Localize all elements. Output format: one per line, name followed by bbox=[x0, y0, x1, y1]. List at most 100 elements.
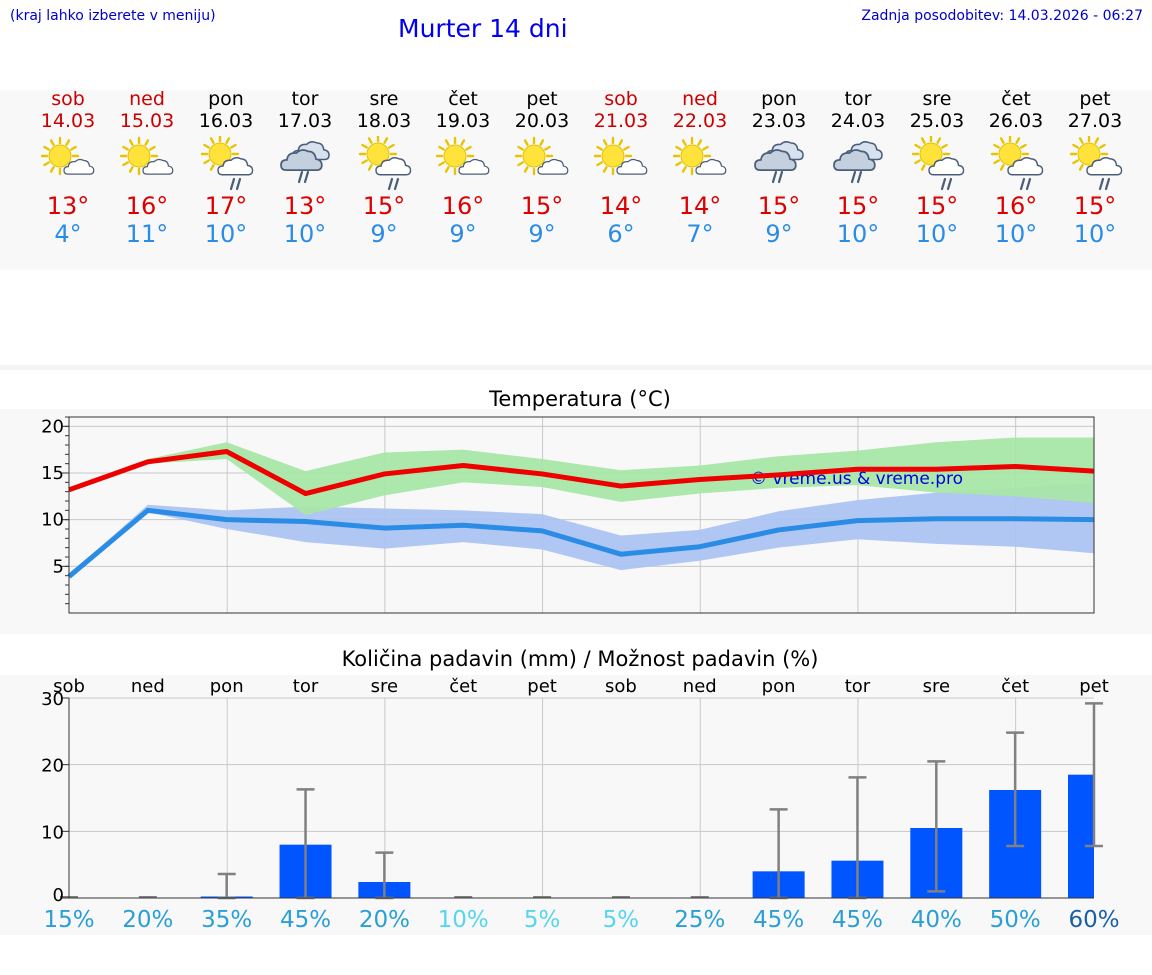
sun-cloud-icon bbox=[435, 136, 490, 176]
day-date: 15.03 bbox=[119, 110, 175, 132]
day-date: 22.03 bbox=[672, 110, 728, 132]
forecast-day: ned 22.03 14° 7° bbox=[650, 88, 750, 248]
probability-label: 45% bbox=[753, 907, 804, 933]
min-temperature: 10° bbox=[1073, 220, 1117, 248]
day-name: čet bbox=[1001, 88, 1031, 110]
category-label: sob bbox=[53, 676, 85, 697]
y-tick-label: 15 bbox=[41, 463, 64, 484]
probability-label: 20% bbox=[359, 907, 410, 933]
min-temperature: 10° bbox=[283, 220, 327, 248]
min-temperature: 9° bbox=[449, 220, 477, 248]
category-label: tor bbox=[293, 676, 319, 697]
min-temperature: 10° bbox=[994, 220, 1038, 248]
sun-cloud-icon bbox=[593, 136, 648, 176]
cloud-rain-icon bbox=[833, 141, 883, 184]
y-tick-label: 10 bbox=[41, 510, 64, 531]
min-temperature: 9° bbox=[765, 220, 793, 248]
day-name: sre bbox=[369, 88, 399, 110]
min-temperature-band bbox=[69, 483, 1094, 577]
category-label: ned bbox=[131, 676, 165, 697]
category-label: tor bbox=[845, 676, 871, 697]
sun-cloud-rain-icon bbox=[990, 136, 1044, 191]
last-updated: Zadnja posodobitev: 14.03.2026 - 06:27 bbox=[861, 8, 1143, 24]
min-temperature: 10° bbox=[836, 220, 880, 248]
min-temperature: 6° bbox=[607, 220, 635, 248]
forecast-day: čet 26.03 16° 10° bbox=[966, 88, 1066, 248]
forecast-day: sre 18.03 15° 9° bbox=[334, 88, 434, 248]
y-tick-label: 0 bbox=[53, 885, 64, 906]
category-label: pet bbox=[1079, 676, 1109, 697]
min-temperature-line bbox=[67, 507, 1095, 579]
section-divider bbox=[0, 365, 1152, 370]
max-temperature: 13° bbox=[283, 192, 327, 220]
max-temperature: 16° bbox=[125, 192, 169, 220]
temperature-chart-title: Temperatura (°C) bbox=[489, 387, 671, 411]
plot-frame bbox=[68, 416, 1095, 614]
min-temperature: 11° bbox=[125, 220, 169, 248]
category-label: sob bbox=[605, 676, 637, 697]
forecast-day: sre 25.03 15° 10° bbox=[887, 88, 987, 248]
probability-label: 35% bbox=[201, 907, 252, 933]
max-temperature-line bbox=[68, 449, 1095, 497]
forecast-day: čet 19.03 16° 9° bbox=[413, 88, 513, 248]
day-date: 14.03 bbox=[40, 110, 96, 132]
sun-cloud-icon bbox=[119, 136, 174, 176]
sun-cloud-rain-icon bbox=[1069, 136, 1123, 191]
day-name: ned bbox=[129, 88, 165, 110]
min-temperature: 7° bbox=[686, 220, 714, 248]
probability-label: 25% bbox=[674, 907, 725, 933]
y-tick-label: 10 bbox=[41, 822, 64, 843]
y-tick-label: 20 bbox=[41, 756, 64, 777]
temperature-chart: © vreme.us & vreme.pro 5 10 15 20 bbox=[41, 416, 1095, 614]
forecast-day: sob 21.03 14° 6° bbox=[571, 88, 671, 248]
max-temperature: 17° bbox=[204, 192, 248, 220]
probability-label: 10% bbox=[438, 907, 489, 933]
cloud-rain-icon bbox=[280, 141, 330, 184]
category-label: pon bbox=[762, 676, 796, 697]
sun-cloud-rain-icon bbox=[911, 136, 965, 191]
y-tick-label: 30 bbox=[41, 689, 64, 710]
day-date: 18.03 bbox=[356, 110, 412, 132]
day-date: 19.03 bbox=[435, 110, 491, 132]
sun-cloud-icon bbox=[514, 136, 569, 176]
watermark: © vreme.us & vreme.pro bbox=[750, 469, 963, 489]
day-date: 23.03 bbox=[751, 110, 807, 132]
probability-label: 20% bbox=[122, 907, 173, 933]
max-temperature: 13° bbox=[46, 192, 90, 220]
forecast-day: pon 16.03 17° 10° bbox=[176, 88, 276, 248]
max-temperature: 14° bbox=[678, 192, 722, 220]
forecast-day: pet 27.03 15° 10° bbox=[1045, 88, 1145, 248]
location-hint[interactable]: (kraj lahko izberete v meniju) bbox=[10, 8, 216, 24]
probability-label: 60% bbox=[1068, 907, 1119, 933]
min-temperature: 4° bbox=[54, 220, 82, 248]
min-temperature: 10° bbox=[915, 220, 959, 248]
forecast-day: ned 15.03 16° 11° bbox=[97, 88, 197, 248]
day-name: tor bbox=[844, 88, 872, 110]
max-temperature: 15° bbox=[362, 192, 406, 220]
day-name: sob bbox=[51, 88, 85, 110]
forecast-day: sob 14.03 13° 4° bbox=[18, 88, 118, 248]
probability-label: 5% bbox=[603, 907, 640, 933]
forecast-day: pon 23.03 15° 9° bbox=[729, 88, 829, 248]
day-date: 25.03 bbox=[909, 110, 965, 132]
max-temperature: 15° bbox=[520, 192, 564, 220]
y-tick-label: 20 bbox=[41, 416, 64, 437]
probability-label: 45% bbox=[832, 907, 883, 933]
day-name: pon bbox=[761, 88, 797, 110]
category-label: čet bbox=[449, 676, 477, 697]
day-date: 16.03 bbox=[198, 110, 254, 132]
max-temperature: 14° bbox=[599, 192, 643, 220]
precipitation-bar bbox=[1068, 774, 1094, 898]
probability-label: 15% bbox=[43, 907, 94, 933]
forecast-day: pet 20.03 15° 9° bbox=[492, 88, 592, 248]
day-date: 27.03 bbox=[1067, 110, 1123, 132]
max-temperature: 15° bbox=[1073, 192, 1117, 220]
day-date: 24.03 bbox=[830, 110, 886, 132]
probability-label: 40% bbox=[911, 907, 962, 933]
max-temperature: 15° bbox=[915, 192, 959, 220]
day-name: pet bbox=[526, 88, 558, 110]
page-title: Murter 14 dni bbox=[398, 14, 568, 43]
max-temperature: 16° bbox=[441, 192, 485, 220]
forecast-strip bbox=[0, 90, 1152, 270]
forecast-day: tor 24.03 15° 10° bbox=[808, 88, 908, 248]
